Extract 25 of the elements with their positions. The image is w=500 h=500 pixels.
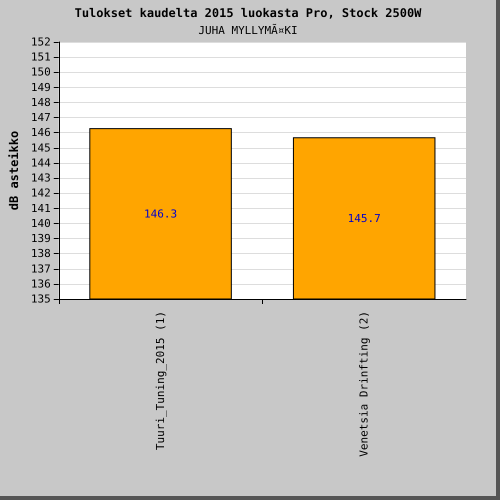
y-tick-label: 141	[30, 202, 51, 215]
x-tick-label: Venetsia Drinfting (2)	[358, 311, 371, 457]
y-tick-label: 148	[30, 96, 51, 109]
y-tick-label: 152	[30, 36, 51, 48]
x-tick-label: Tuuri_Tuning_2015 (1)	[154, 311, 168, 450]
y-tick-label: 147	[30, 111, 51, 124]
y-tick-label: 149	[30, 80, 51, 94]
y-axis-title: dB asteikko	[7, 130, 21, 210]
y-tick-label: 135	[30, 292, 51, 306]
chart-subtitle: JUHA MYLLYMÃ¤KI	[198, 23, 298, 37]
y-tick-label: 138	[30, 247, 51, 260]
y-tick-label: 139	[30, 232, 51, 246]
y-tick-label: 145	[30, 141, 51, 154]
data-label: 145.7	[348, 212, 381, 225]
data-label: 146.3	[144, 207, 178, 220]
y-tick-label: 146	[30, 126, 51, 140]
y-tick-label: 151	[30, 50, 51, 64]
y-tick-label: 150	[30, 66, 51, 79]
y-tick-label: 137	[30, 262, 51, 276]
chart-title: Tulokset kaudelta 2015 luokasta Pro, Stock 2500W	[74, 6, 422, 20]
y-tick-label: 140	[30, 216, 51, 230]
y-tick-label: 144	[30, 156, 52, 170]
y-tick-label: 142	[30, 186, 51, 200]
y-tick-label: 143	[30, 172, 51, 185]
y-tick-label: 136	[30, 277, 51, 290]
